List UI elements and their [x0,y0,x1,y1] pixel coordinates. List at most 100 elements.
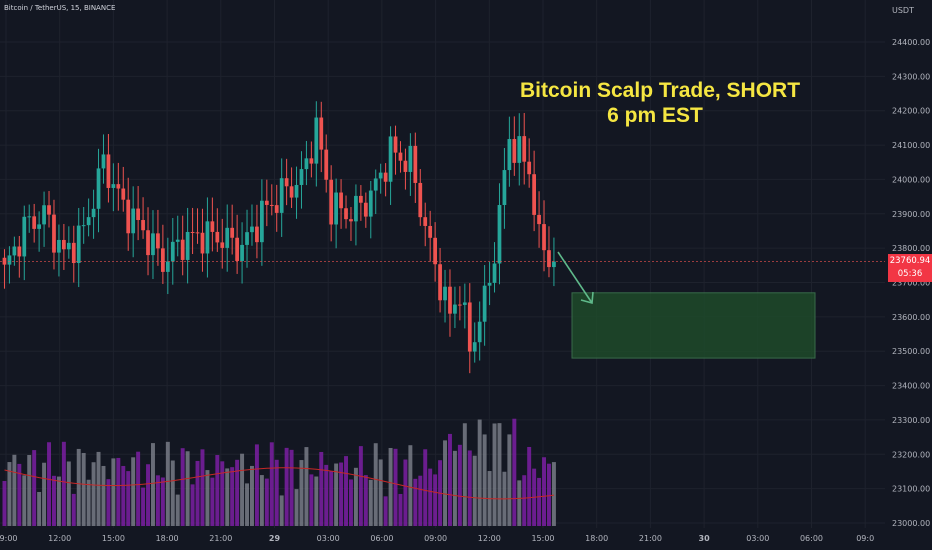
volume-bar [210,477,215,526]
time-axis[interactable]: 09:00 12:00 15:00 18:00 21:00 29 03:00 06:00 09:… [0,534,874,543]
volume-bar [457,444,462,526]
time-tick-label: 09:00 [424,534,447,543]
candle-body [334,192,338,225]
price-tick-label: 23400.00 [892,382,930,391]
volume-bar [131,457,136,526]
trend-arrow-head [580,291,594,305]
volume-bar [264,478,269,526]
candle-body [7,255,12,265]
volume-bar [66,461,71,526]
volume-bar [314,476,319,526]
volume-bar [116,457,121,526]
price-tick-label: 23100.00 [892,485,930,494]
trade-annotation[interactable]: Bitcoin Scalp Trade, SHORT 6 pm EST [520,78,800,128]
volume-bar [462,423,467,526]
price-axis[interactable]: 24400.00 24300.00 24200.00 24100.00 24000.00… [892,6,930,528]
volume-bar [190,484,195,526]
volume-bar [91,462,96,526]
volume-bar [225,468,230,526]
candle-body [195,232,200,234]
price-tick-label: 23000.00 [892,519,930,528]
price-tick-label: 24100.00 [892,141,930,150]
volume-bar [353,467,358,526]
volume-bar [165,441,170,526]
volume-bar [339,462,344,526]
candle-body [131,208,136,234]
price-tick-label: 23900.00 [892,210,930,219]
candle-body [165,261,170,272]
time-tick-label: 21:00 [209,534,232,543]
volume-bar [254,444,259,526]
volume-bar [52,475,56,526]
volume-bar [106,479,111,526]
candle-body [91,208,96,218]
volume-bar [7,462,12,526]
drawing-overlays[interactable] [0,251,885,359]
candle-body [12,246,17,256]
volume-bar [522,475,527,526]
time-tick-label: 06:00 [370,534,393,543]
candle-body [141,220,145,231]
volume-bar [32,450,37,526]
candle-body [344,208,348,220]
candle-body [339,192,343,209]
candle-body [299,169,304,185]
candle-body [433,237,437,265]
time-tick-label: 12:00 [48,534,71,543]
volume-bar [452,450,457,526]
volume-bar [408,445,413,526]
volume-bar [27,455,32,526]
candle-body [180,239,185,260]
volume-bar [76,448,81,526]
volume-bar [2,481,7,526]
volume-bar [349,479,353,526]
candle-body [255,226,259,243]
price-tick-label: 24300.00 [892,72,930,81]
candle-body [220,242,225,248]
candle-body [175,239,180,242]
volume-bars [2,418,556,526]
candle-body [462,302,467,305]
candle-body [136,208,140,221]
candle-body [121,188,126,200]
candle-body [126,199,131,234]
price-tick-label: 24000.00 [892,175,930,184]
volume-bar [482,434,487,526]
volume-bar [433,474,438,526]
volume-bar [393,448,398,526]
volume-bar [160,477,165,526]
volume-bar [240,453,245,526]
last-price-countdown: 05:36 [897,269,923,279]
candle-body [42,205,46,225]
candle-body [62,239,66,250]
candle-body [368,190,373,217]
volume-bar [230,467,235,526]
candle-body [388,136,393,182]
candle-body [537,214,541,225]
volume-bar [477,419,482,526]
price-tick-label: 23300.00 [892,416,930,425]
volume-bar [373,443,378,526]
volume-bar [507,434,512,526]
price-tick-label: 24200.00 [892,107,930,116]
time-tick-label: 06:00 [800,534,823,543]
time-tick-label: 09:0 [856,534,874,543]
candle-body [428,225,433,238]
volume-bar [101,465,106,526]
volume-bar [527,446,532,526]
price-tick-label: 24400.00 [892,38,930,47]
candle-body [393,136,398,153]
candle-body [170,241,175,262]
time-tick-label: 12:00 [478,534,501,543]
price-tick-label: 23800.00 [892,244,930,253]
volume-bar [319,451,324,526]
volume-bar [121,465,126,526]
time-tick-label: 29 [269,534,281,543]
candle-body [532,174,536,215]
volume-bar [363,475,368,526]
volume-bar [47,442,51,526]
time-tick-label: 03:00 [746,534,769,543]
candle-body [349,219,353,222]
